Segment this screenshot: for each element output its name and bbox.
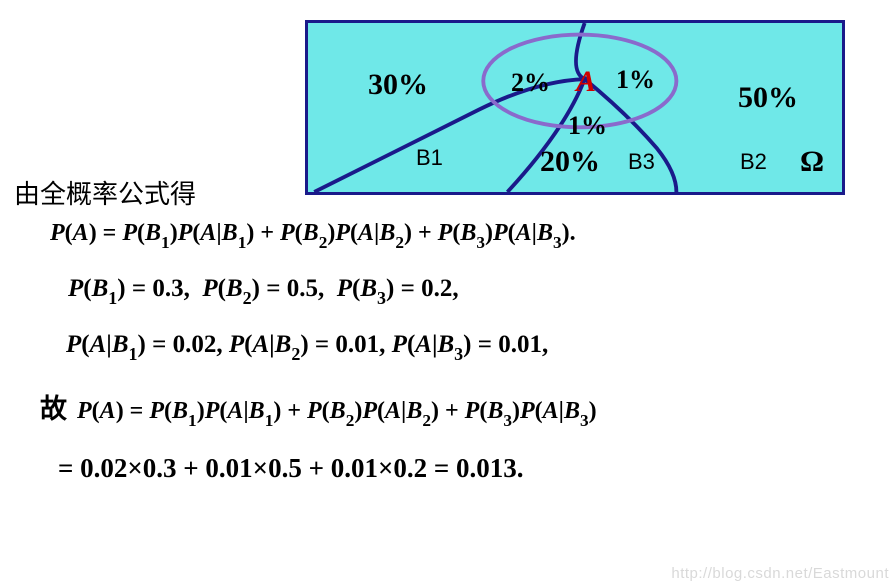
formula-line-3: P(A|B1) = 0.02, P(A|B2) = 0.01, P(A|B3) … [66, 331, 870, 365]
label-1pct-bottom: 1% [568, 111, 607, 141]
sub: 2 [243, 288, 252, 308]
sub: 1 [108, 288, 117, 308]
label-B3: B3 [628, 149, 655, 175]
formula-line-1: P(A) = P(B1)P(A|B1) + P(B2)P(A|B2) + P(B… [50, 220, 870, 253]
val: 0.5 [287, 275, 318, 302]
result: 0.013 [456, 453, 517, 483]
formula-line-4: 故P(A) = P(B1)P(A|B1) + P(B2)P(A|B2) + P(… [40, 387, 870, 431]
val: 0.01 [498, 331, 542, 358]
sub: 1 [161, 233, 170, 252]
probability-diagram: 30% 2% A 1% 50% 1% B1 20% B3 B2 Ω [305, 20, 845, 195]
times: × [253, 453, 268, 483]
sub: 2 [395, 233, 404, 252]
formula-line-2: P(B1) = 0.3, P(B2) = 0.5, P(B3) = 0.2, [68, 275, 870, 309]
times: × [127, 453, 142, 483]
v: 0.01 [205, 453, 252, 483]
period: . [570, 220, 576, 246]
label-B1: B1 [416, 145, 443, 171]
sub: 3 [580, 411, 589, 430]
therefore-char: 故 [40, 394, 67, 424]
label-1pct-top: 1% [616, 65, 655, 95]
sub: 1 [188, 411, 197, 430]
watermark: http://blog.csdn.net/Eastmount [671, 565, 889, 582]
formula-line-5: = 0.02×0.3 + 0.01×0.5 + 0.01×0.2 = 0.013… [58, 453, 870, 484]
sub: 1 [129, 344, 138, 364]
val: 0.01 [335, 331, 379, 358]
sub: 2 [422, 411, 431, 430]
period: . [517, 453, 524, 483]
label-50pct: 50% [738, 81, 798, 115]
sub: 3 [377, 288, 386, 308]
times: × [378, 453, 393, 483]
plus: + [177, 453, 206, 483]
label-B2: B2 [740, 149, 767, 175]
val: 0.3 [152, 275, 183, 302]
formula-block: P(A) = P(B1)P(A|B1) + P(B2)P(A|B2) + P(B… [50, 220, 870, 506]
plus: + [302, 453, 331, 483]
sub: 3 [553, 233, 562, 252]
v: 0.2 [393, 453, 427, 483]
label-30pct: 30% [368, 68, 428, 102]
val: 0.02 [173, 331, 217, 358]
v: 0.3 [143, 453, 177, 483]
sub: 3 [476, 233, 485, 252]
sub: 2 [291, 344, 300, 364]
label-2pct: 2% [511, 68, 550, 98]
label-A: A [576, 65, 596, 99]
v: 0.02 [80, 453, 127, 483]
label-20pct: 20% [540, 145, 600, 179]
eq: = [58, 453, 80, 483]
v: 0.5 [268, 453, 302, 483]
intro-text: 由全概率公式得 [14, 174, 196, 211]
v: 0.01 [331, 453, 378, 483]
sub: 3 [454, 344, 463, 364]
sub: 3 [503, 411, 512, 430]
label-omega: Ω [800, 145, 824, 179]
val: 0.2 [421, 275, 452, 302]
t: P [50, 220, 65, 246]
